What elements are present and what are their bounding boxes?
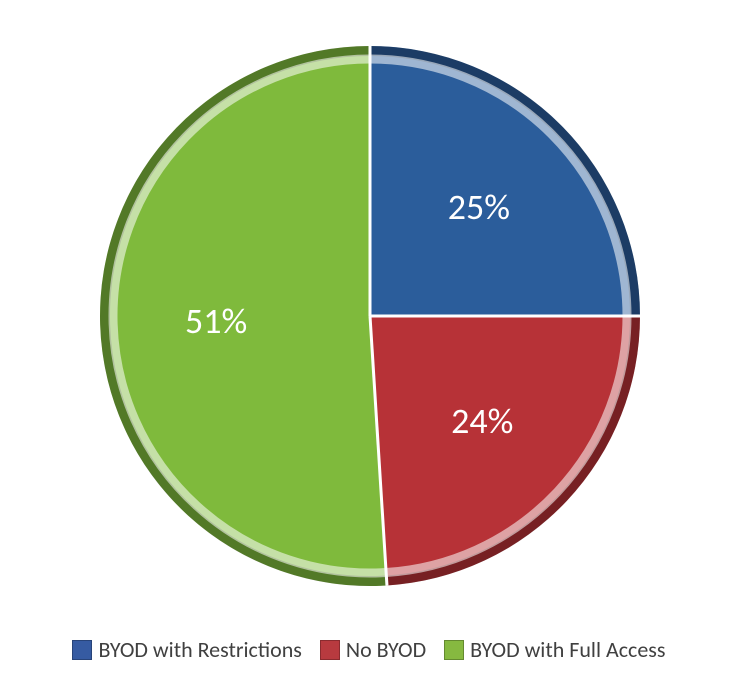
pie-slice-label: 25% bbox=[448, 185, 510, 229]
legend-label: BYOD with Restrictions bbox=[98, 636, 301, 663]
legend: BYOD with Restrictions No BYOD BYOD with F… bbox=[0, 636, 738, 663]
legend-label: BYOD with Full Access bbox=[470, 636, 665, 663]
legend-item: BYOD with Restrictions bbox=[72, 636, 301, 663]
legend-label: No BYOD bbox=[346, 636, 426, 663]
pie-slice-label: 51% bbox=[185, 299, 247, 343]
legend-item: BYOD with Full Access bbox=[444, 636, 665, 663]
legend-item: No BYOD bbox=[320, 636, 426, 663]
legend-swatch bbox=[72, 640, 92, 660]
legend-swatch bbox=[320, 640, 340, 660]
pie-chart-svg bbox=[0, 0, 738, 678]
pie-chart-container: BYOD with Restrictions No BYOD BYOD with F… bbox=[0, 0, 738, 678]
pie-slice-label: 24% bbox=[451, 399, 513, 443]
legend-swatch bbox=[444, 640, 464, 660]
